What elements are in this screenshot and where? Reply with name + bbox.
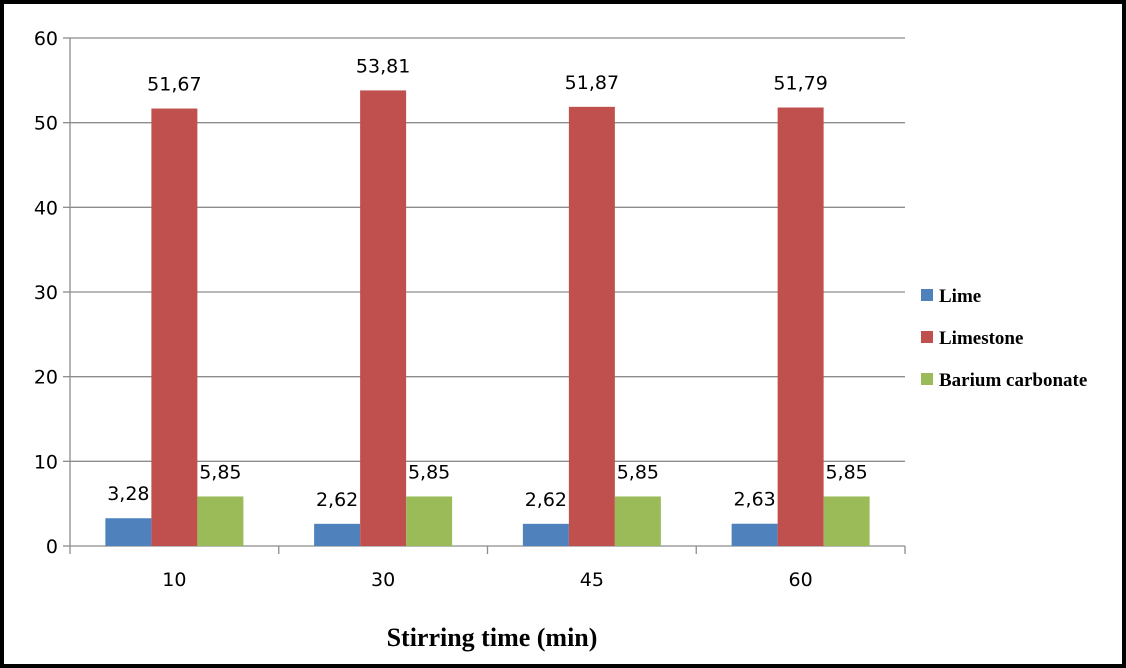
data-label-lime-10: 3,28 — [107, 483, 149, 505]
data-label-barium-carbonate-60: 5,85 — [825, 461, 867, 483]
y-tick-label: 0 — [46, 536, 58, 558]
gridlines — [70, 37, 905, 462]
bar-limestone-10 — [151, 108, 198, 546]
legend-swatch-limestone — [921, 331, 933, 343]
data-labels: 3,28 51,67 5,85 2,62 53,81 5,85 2,62 51,87 5,85 2… — [107, 55, 868, 510]
legend-swatch-lime — [921, 289, 933, 301]
x-tick-label: 60 — [789, 569, 813, 591]
bars — [105, 90, 870, 547]
bar-limestone-30 — [360, 90, 407, 547]
data-label-lime-60: 2,63 — [733, 489, 775, 511]
legend-label-barium-carbonate: Barium carbonate — [939, 370, 1087, 391]
x-tick-label: 45 — [580, 569, 604, 591]
y-tick-label: 40 — [34, 197, 58, 219]
x-tick-label: 10 — [162, 569, 186, 591]
bar-lime-30 — [314, 523, 361, 546]
data-label-limestone-60: 51,79 — [773, 73, 827, 95]
legend-swatch-barium-carbonate — [921, 373, 933, 385]
data-label-limestone-30: 53,81 — [356, 55, 410, 77]
legend: Lime Limestone Barium carbonate — [921, 286, 1087, 391]
data-label-barium-carbonate-30: 5,85 — [408, 461, 450, 483]
data-label-lime-30: 2,62 — [316, 489, 358, 511]
y-tick-label: 60 — [34, 28, 58, 50]
x-tick-label: 30 — [371, 569, 395, 591]
data-label-limestone-10: 51,67 — [147, 74, 201, 96]
data-label-barium-carbonate-10: 5,85 — [199, 461, 241, 483]
data-label-limestone-45: 51,87 — [565, 72, 619, 94]
y-tick-label: 30 — [34, 282, 58, 304]
bar-lime-60 — [731, 523, 778, 546]
y-tick-label: 50 — [34, 113, 58, 135]
data-label-barium-carbonate-45: 5,85 — [617, 461, 659, 483]
bar-limestone-45 — [568, 106, 615, 547]
y-tick-label: 20 — [34, 367, 58, 389]
bar-lime-10 — [105, 518, 152, 546]
legend-label-limestone: Limestone — [939, 328, 1023, 349]
bar-barium-carbonate-60 — [823, 496, 870, 546]
bar-barium-carbonate-45 — [614, 496, 661, 546]
y-tick-label: 10 — [34, 451, 58, 473]
data-label-lime-45: 2,62 — [525, 489, 567, 511]
bar-lime-45 — [522, 523, 569, 546]
x-axis-title: Stirring time (min) — [387, 623, 598, 652]
bar-barium-carbonate-10 — [197, 496, 244, 546]
legend-label-lime: Lime — [939, 286, 981, 307]
bar-limestone-60 — [777, 107, 824, 547]
bar-barium-carbonate-30 — [406, 496, 453, 546]
